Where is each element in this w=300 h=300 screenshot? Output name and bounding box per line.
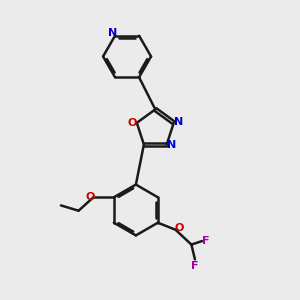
Text: O: O [174, 224, 184, 233]
Text: F: F [202, 236, 210, 246]
Text: F: F [191, 261, 199, 271]
Text: N: N [174, 117, 183, 127]
Text: N: N [108, 28, 117, 38]
Text: O: O [128, 118, 137, 128]
Text: O: O [85, 192, 94, 202]
Text: N: N [167, 140, 176, 150]
